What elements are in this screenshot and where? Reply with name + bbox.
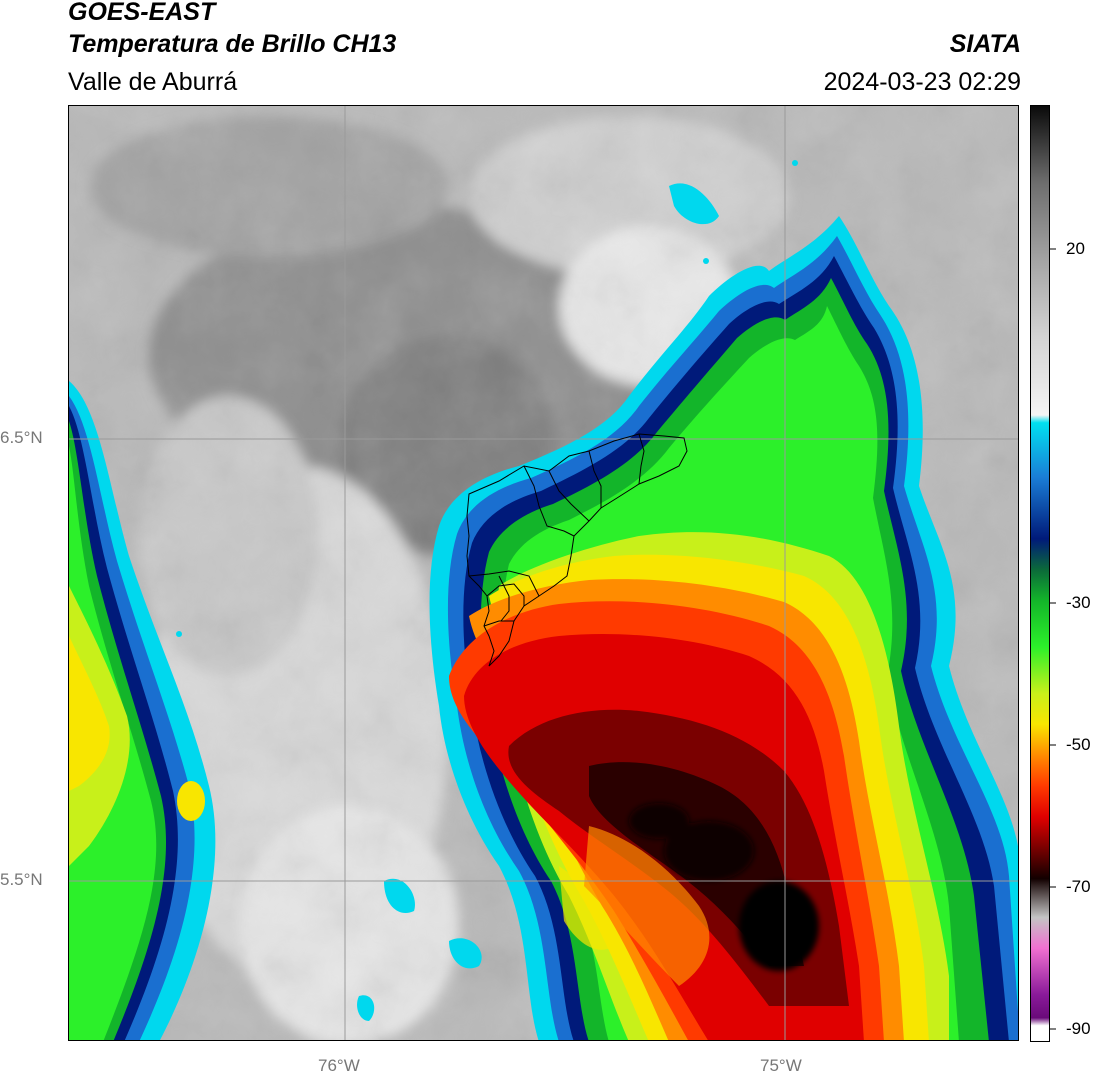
municipal-boundaries	[466, 433, 688, 667]
colorbar-tick-minus50: -50	[1066, 735, 1091, 754]
agency-label: SIATA	[949, 30, 1021, 58]
map-canvas	[69, 106, 1018, 1040]
colorbar-tick-minus90: -90	[1066, 1019, 1091, 1038]
scattered-cloud-fragments	[176, 160, 798, 1021]
product-title: Temperatura de Brillo CH13	[68, 30, 397, 58]
lat-label-5-5: 5.5°N	[0, 870, 43, 889]
satellite-title: GOES-EAST	[68, 0, 216, 26]
lon-label-76w: 76°W	[318, 1056, 360, 1075]
datetime-label: 2024-03-23 02:29	[823, 68, 1021, 96]
lat-label-6-5: 6.5°N	[0, 428, 43, 447]
convective-storm-system	[429, 216, 1018, 1040]
lon-label-75w: 75°W	[760, 1056, 802, 1075]
region-label: Valle de Aburrá	[68, 68, 238, 96]
graticule	[69, 106, 1018, 1040]
colorbar-tick-marks	[1050, 248, 1056, 1030]
colorbar-tick-20: 20	[1066, 239, 1085, 258]
colorbar-tick-minus30: -30	[1066, 593, 1091, 612]
brightness-temperature-map	[68, 105, 1019, 1041]
colorbar-tick-minus70: -70	[1066, 877, 1091, 896]
temperature-colorbar	[1030, 105, 1050, 1042]
